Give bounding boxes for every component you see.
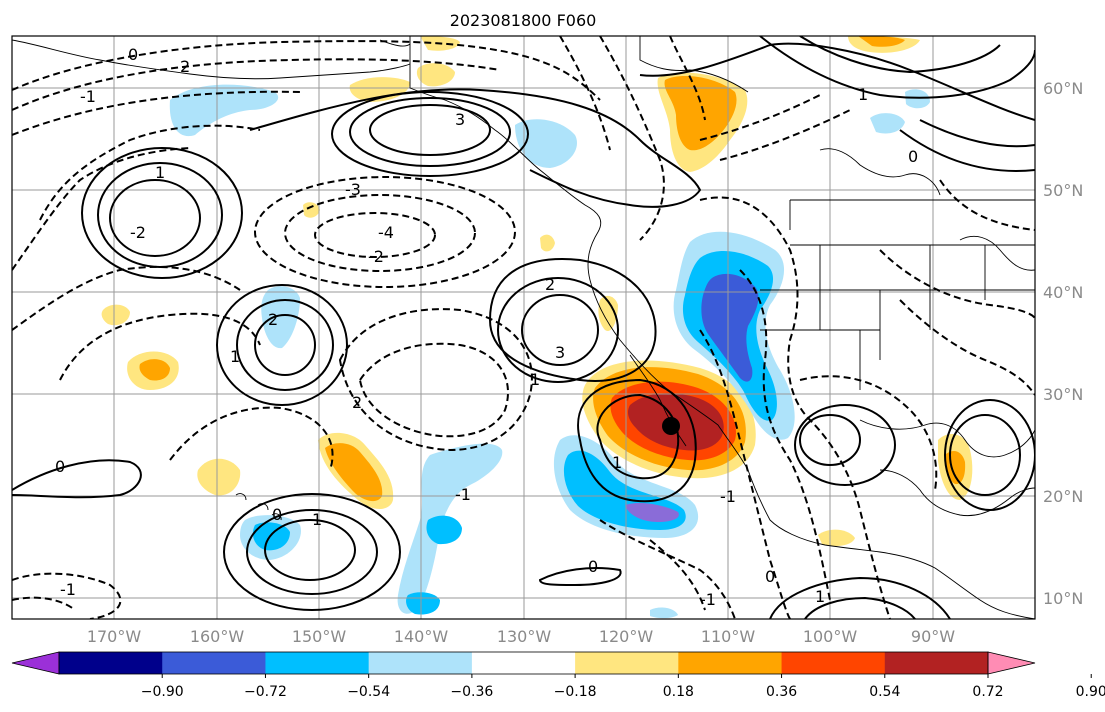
colorbar-frame [58,651,989,675]
positive-contours [12,36,1035,619]
warm-anomaly-canada-core [664,76,737,151]
map-title: 2023081800 F060 [450,11,597,30]
lon-tick-label: 150°W [292,627,347,646]
lon-tick-label: 110°W [701,627,756,646]
colorbar-tick-label: −0.36 [450,684,493,700]
colorbar-tick-label: −0.90 [141,684,184,700]
contour-label: 0 [908,147,918,166]
contour-label: 1 [612,453,622,472]
lat-tick-label: 20°N [1043,487,1083,506]
colorbar-segment [162,652,266,674]
warm-anomaly-west-pacific-core [139,359,170,381]
contour-label: 1 [815,587,825,606]
contour-label: 1 [530,370,540,389]
warm-anomaly-north-core [858,36,905,47]
cold-anomaly-aleutian [169,84,279,137]
warm-anomaly-alaska-2 [416,63,455,87]
warm-anomaly-small-3 [598,295,618,331]
contour-labels: 0 2 1 -1 -2 3 -3 -4 2 -1 0 1 3 -1 1 2 -2… [55,45,918,609]
cold-anomaly-small-1-core [252,522,290,551]
lon-tick-label: 160°W [190,627,245,646]
contour-label: -1 [60,580,76,599]
colorbar-tick-label: −0.18 [554,684,597,700]
colorbar-extend-high [987,651,1036,675]
lon-tick-label: 90°W [911,627,955,646]
contour-label: 1 [312,510,322,529]
warm-anomaly-small-4 [303,202,320,218]
contour-label: -1 [720,487,736,506]
cold-anomaly-central-pacific [397,443,503,614]
cold-anomaly-hudson [870,113,905,134]
lat-tick-label: 60°N [1043,79,1083,98]
lon-tick-label: 170°W [87,627,142,646]
lat-tick-label: 30°N [1043,385,1083,404]
colorbar-segment [781,652,886,674]
contour-label: -1 [455,485,471,504]
colorbar-tick-label: −0.72 [244,684,287,700]
contour-label: -1 [80,87,96,106]
contour-label: 3 [455,110,465,129]
cold-anomaly-gulf-alaska [515,119,578,168]
colorbar-segment [471,652,576,674]
contour-label: 3 [555,343,565,362]
colorbar-tick-label: 0.18 [663,684,694,700]
colorbar-segment [368,652,473,674]
contour-label: 2 [352,393,362,412]
cold-anomaly-central-pacific-core [426,515,462,545]
cold-anomaly-southwest-inner [701,273,759,382]
colorbar-tick-label: 0.54 [869,684,900,700]
warm-anomaly-alaska-1 [349,77,410,102]
contour-label: -4 [378,223,394,242]
lat-tick-label: 50°N [1043,181,1083,200]
contour-label: -2 [130,223,146,242]
colorbar-segment [884,652,989,674]
colorbar-tick-label: 0.90 [1076,684,1105,700]
contour-label: 0 [765,567,775,586]
negative-contours [12,36,1035,619]
colorbar-segment [265,652,370,674]
lon-tick-label: 140°W [394,627,449,646]
lon-tick-label: 130°W [497,627,552,646]
colorbar-segment [575,652,679,674]
lat-tick-label: 10°N [1043,589,1083,608]
cold-anomaly-mexico-west [650,607,678,619]
map-frame [11,35,1036,620]
colorbar-segment [678,652,783,674]
contour-label: 0 [588,557,598,576]
contour-label: 0 [55,457,65,476]
warm-anomaly-small-6 [818,529,855,546]
warm-anomaly-small-5 [540,234,555,252]
cold-anomaly-tropical-core [625,502,679,522]
lat-tick-label: 40°N [1043,283,1083,302]
lon-tick-label: 120°W [599,627,654,646]
contour-label: 1 [155,163,165,182]
contour-label: 2 [545,275,555,294]
lon-tick-label: 100°W [803,627,858,646]
colorbar-tick-label: 0.36 [766,684,797,700]
colorbar-tick-label: −0.54 [347,684,390,700]
latitude-labels: 60°N 50°N 40°N 30°N 20°N 10°N [1043,79,1083,608]
contour-label: 0 [128,45,138,64]
colorbar-segment [59,652,163,674]
contour-label: 1 [230,347,240,366]
warm-anomaly-small-1 [101,304,130,326]
contour-label: 2 [180,57,190,76]
contour-label: -2 [368,247,384,266]
colorbar-tick-label: 0.72 [972,684,1003,700]
warm-anomaly-small-2 [197,458,241,496]
contour-label: 0 [272,505,282,524]
colorbar-extend-low [11,651,60,675]
longitude-labels: 170°W 160°W 150°W 140°W 130°W 120°W 110°… [87,627,955,646]
contour-label: -3 [345,180,361,199]
storm-center-marker [662,417,680,435]
contour-label: -1 [700,590,716,609]
contour-label: 1 [858,85,868,104]
contour-label: 2 [268,310,278,329]
warm-anomaly-hawaii-inner [325,443,383,502]
map-area: 0 2 1 -1 -2 3 -3 -4 2 -1 0 1 3 -1 1 2 -2… [12,36,1035,619]
colorbar: −0.90 −0.72 −0.54 −0.36 −0.18 0.18 0.36 0.54 0.7… [11,651,1105,700]
